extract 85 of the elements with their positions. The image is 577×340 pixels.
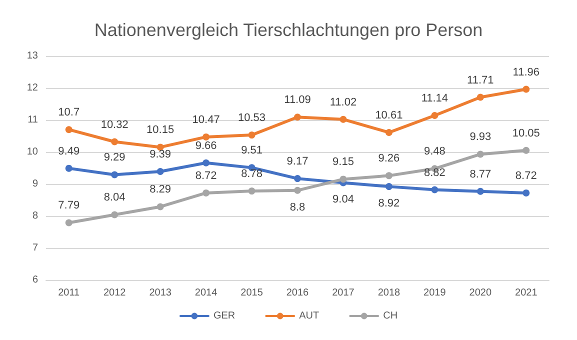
data-label: 10.05 [512,127,540,140]
point [111,171,118,178]
y-tick-label: 8 [32,210,38,222]
point [202,159,210,166]
point [522,189,530,196]
point [522,86,530,93]
data-label: 9.48 [424,146,446,158]
x-tick-label: 2011 [58,288,80,298]
data-label: 8.04 [104,192,126,204]
data-label: 8.72 [195,170,217,182]
data-label: 10.53 [238,112,266,124]
x-tick-label: 2019 [424,288,446,298]
data-label: 7.79 [58,200,80,212]
x-tick-label: 2014 [194,288,218,298]
point [385,183,392,190]
point [156,168,164,176]
point [340,116,347,123]
x-tick-label: 2015 [240,288,264,298]
data-label: 9.15 [332,156,354,168]
legend-label: GER [213,310,236,322]
y-tick-label: 11 [28,114,38,126]
point [156,203,164,210]
y-tick-label: 7 [32,242,38,254]
point [248,188,256,195]
x-tick-label: 2018 [378,288,401,298]
point [476,188,484,195]
x-tick-label: 2017 [332,288,355,298]
data-label: 9.26 [378,152,400,165]
point [431,112,438,120]
data-label: 10.15 [146,124,174,136]
data-label: 9.49 [58,145,80,158]
point [294,175,301,182]
point [65,126,72,134]
data-label: 8.78 [241,168,262,180]
point [202,189,210,196]
data-label: 11.96 [512,66,540,78]
data-label: 10.32 [100,118,128,131]
y-tick-label: 10 [26,146,38,158]
data-label: 9.17 [286,156,308,168]
data-label: 9.04 [332,194,354,206]
point [65,164,72,172]
y-tick-label: 9 [32,178,38,190]
data-label: 8.82 [424,166,446,179]
x-tick-label: 2016 [286,288,310,298]
point [476,94,484,101]
data-label: 11.14 [421,92,448,105]
point [340,176,347,183]
data-label: 10.7 [58,106,80,119]
point [65,219,72,226]
point [202,133,210,140]
x-tick-label: 2013 [149,288,172,298]
data-label: 9.51 [241,144,262,157]
data-label: 11.71 [467,74,494,86]
data-label: 9.93 [470,131,492,144]
data-label: 8.72 [515,170,537,182]
data-label: 11.02 [330,96,357,108]
point [294,114,301,121]
data-label: 8.8 [290,201,306,214]
point [111,138,118,146]
data-label: 9.66 [195,140,217,152]
chart-title: Nationenvergleich Tierschlachtungen pro Person [94,20,483,40]
point [111,211,118,218]
data-label: 10.47 [192,114,220,126]
data-label: 9.29 [104,152,126,164]
point [522,146,530,154]
data-label: 9.39 [150,148,172,161]
point [294,186,301,194]
y-tick-label: 12 [26,82,38,94]
data-label: 8.29 [150,184,172,196]
y-tick-label: 13 [26,50,38,62]
point [385,172,392,180]
data-label: 11.09 [284,94,311,106]
legend-label: AUT [299,310,320,322]
data-label: 8.77 [470,168,492,180]
x-tick-label: 2021 [515,288,538,298]
x-tick-label: 2012 [103,288,126,298]
point [385,128,392,136]
data-label: 8.92 [378,198,400,210]
x-tick-label: 2020 [469,288,492,298]
y-tick-label: 6 [32,274,38,286]
point [476,150,484,158]
point [431,186,438,194]
point [248,132,256,139]
legend-label: CH [383,310,398,322]
data-label: 10.61 [375,109,403,122]
